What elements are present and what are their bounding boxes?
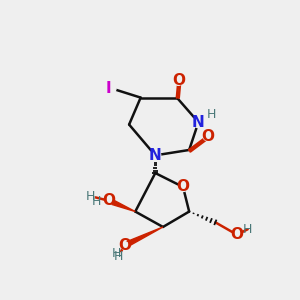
Circle shape <box>105 197 113 205</box>
Circle shape <box>87 192 94 200</box>
Circle shape <box>174 76 183 85</box>
Circle shape <box>121 242 128 249</box>
Circle shape <box>115 252 122 260</box>
Text: O: O <box>118 238 131 253</box>
Text: H: H <box>243 223 252 236</box>
Text: H: H <box>86 190 95 203</box>
Circle shape <box>178 182 188 191</box>
Text: N: N <box>192 115 205 130</box>
Text: O: O <box>103 193 116 208</box>
Circle shape <box>150 150 161 161</box>
Text: H: H <box>207 108 216 121</box>
Text: H: H <box>92 195 101 208</box>
Text: O: O <box>176 179 190 194</box>
Circle shape <box>193 117 204 128</box>
Text: O: O <box>230 227 243 242</box>
Polygon shape <box>108 198 135 212</box>
Circle shape <box>203 131 212 141</box>
Text: H: H <box>112 247 122 260</box>
Circle shape <box>233 231 241 239</box>
Text: H: H <box>114 250 123 263</box>
Text: I: I <box>106 81 111 96</box>
Polygon shape <box>123 227 163 248</box>
Text: N: N <box>149 148 162 163</box>
Text: O: O <box>172 73 185 88</box>
Text: O: O <box>201 129 214 144</box>
Circle shape <box>107 84 116 93</box>
